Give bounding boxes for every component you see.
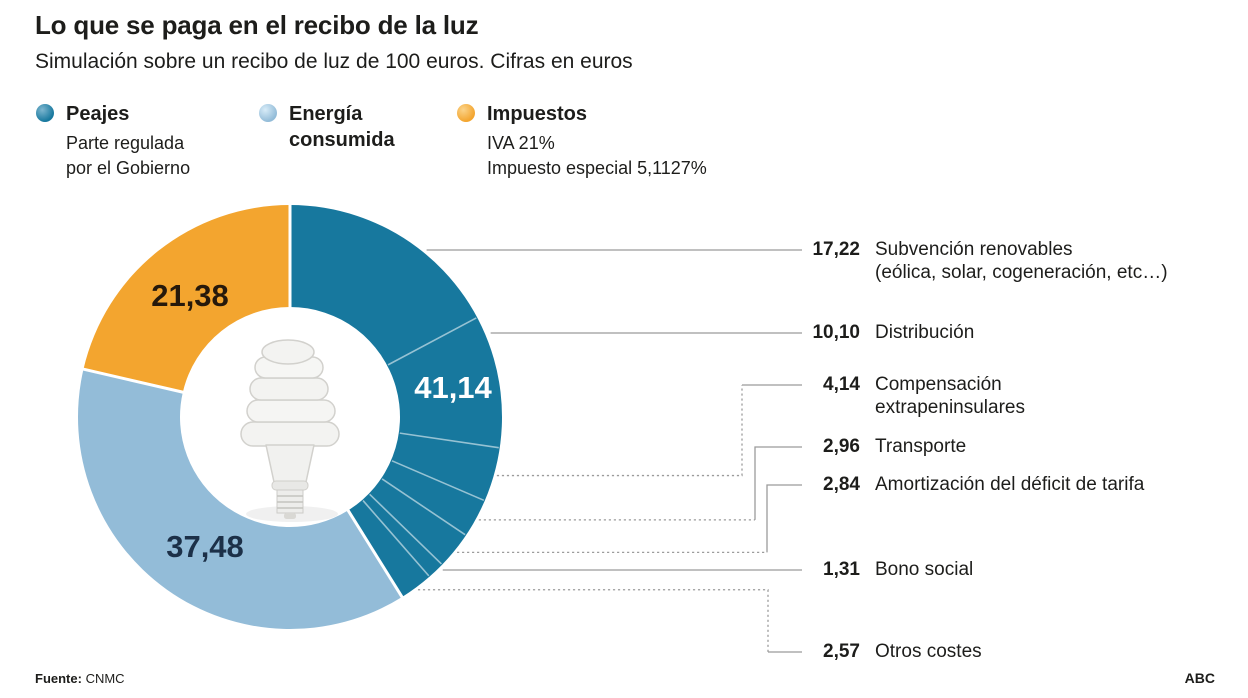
- legend-label: Impuestos: [487, 103, 588, 125]
- legend-label: Peajes: [66, 103, 130, 125]
- impuestos-color-dot-icon: [457, 104, 475, 122]
- legend-item-impuestos: Impuestos IVA 21% Impuesto especial 5,11…: [457, 101, 707, 181]
- breakdown-label: Otros costes: [875, 641, 982, 662]
- publisher-credit: ABC: [1184, 670, 1215, 686]
- legend-sublabel: IVA 21% Impuesto especial 5,1127%: [487, 133, 707, 178]
- page-subtitle: Simulación sobre un recibo de luz de 100…: [35, 50, 633, 73]
- breakdown-label: Amortización del déficit de tarifa: [875, 474, 1145, 495]
- source-note: Fuente: CNMC: [35, 671, 125, 686]
- breakdown-label: Transporte: [875, 436, 967, 457]
- breakdown-row-subvencion: 17,22 Subvención renovables (eólica, sol…: [800, 238, 1168, 284]
- breakdown-label: Compensación extrapeninsulares: [875, 374, 1025, 418]
- source-value: CNMC: [85, 671, 125, 686]
- breakdown-row-transporte: 2,96 Transporte: [800, 435, 966, 458]
- legend-item-peajes: Peajes Parte regulada por el Gobierno: [36, 101, 190, 181]
- legend-sublabel: Parte regulada por el Gobierno: [66, 133, 191, 178]
- breakdown-row-compensacion: 4,14 Compensación extrapeninsulares: [800, 373, 1025, 419]
- segment-value-energia: 37,48: [166, 529, 244, 564]
- source-label: Fuente:: [35, 671, 82, 686]
- breakdown-row-bono-social: 1,31 Bono social: [800, 558, 973, 581]
- page-title: Lo que se paga en el recibo de la luz: [35, 10, 479, 40]
- breakdown-label: Subvención renovables (eólica, solar, co…: [875, 239, 1168, 283]
- cfl-lightbulb-icon: [240, 339, 340, 522]
- breakdown-value: 1,31: [823, 559, 860, 580]
- legend-item-energia: Energía consumida: [259, 101, 395, 153]
- peajes-color-dot-icon: [36, 104, 54, 122]
- breakdown-label: Distribución: [875, 322, 975, 343]
- breakdown-label: Bono social: [875, 559, 974, 580]
- segment-value-peajes: 41,14: [414, 370, 492, 405]
- legend-label: Energía consumida: [289, 103, 395, 151]
- breakdown-value: 2,84: [823, 474, 860, 495]
- breakdown-value: 2,96: [823, 436, 860, 457]
- breakdown-value: 10,10: [812, 322, 860, 343]
- energia-color-dot-icon: [259, 104, 277, 122]
- segment-value-impuestos: 21,38: [151, 278, 229, 313]
- breakdown-value: 4,14: [823, 374, 860, 395]
- breakdown-row-amortizacion: 2,84 Amortización del déficit de tarifa: [800, 473, 1144, 496]
- breakdown-row-otros-costes: 2,57 Otros costes: [800, 640, 982, 663]
- breakdown-row-distribucion: 10,10 Distribución: [800, 321, 974, 344]
- breakdown-value: 17,22: [812, 239, 860, 260]
- breakdown-value: 2,57: [823, 641, 860, 662]
